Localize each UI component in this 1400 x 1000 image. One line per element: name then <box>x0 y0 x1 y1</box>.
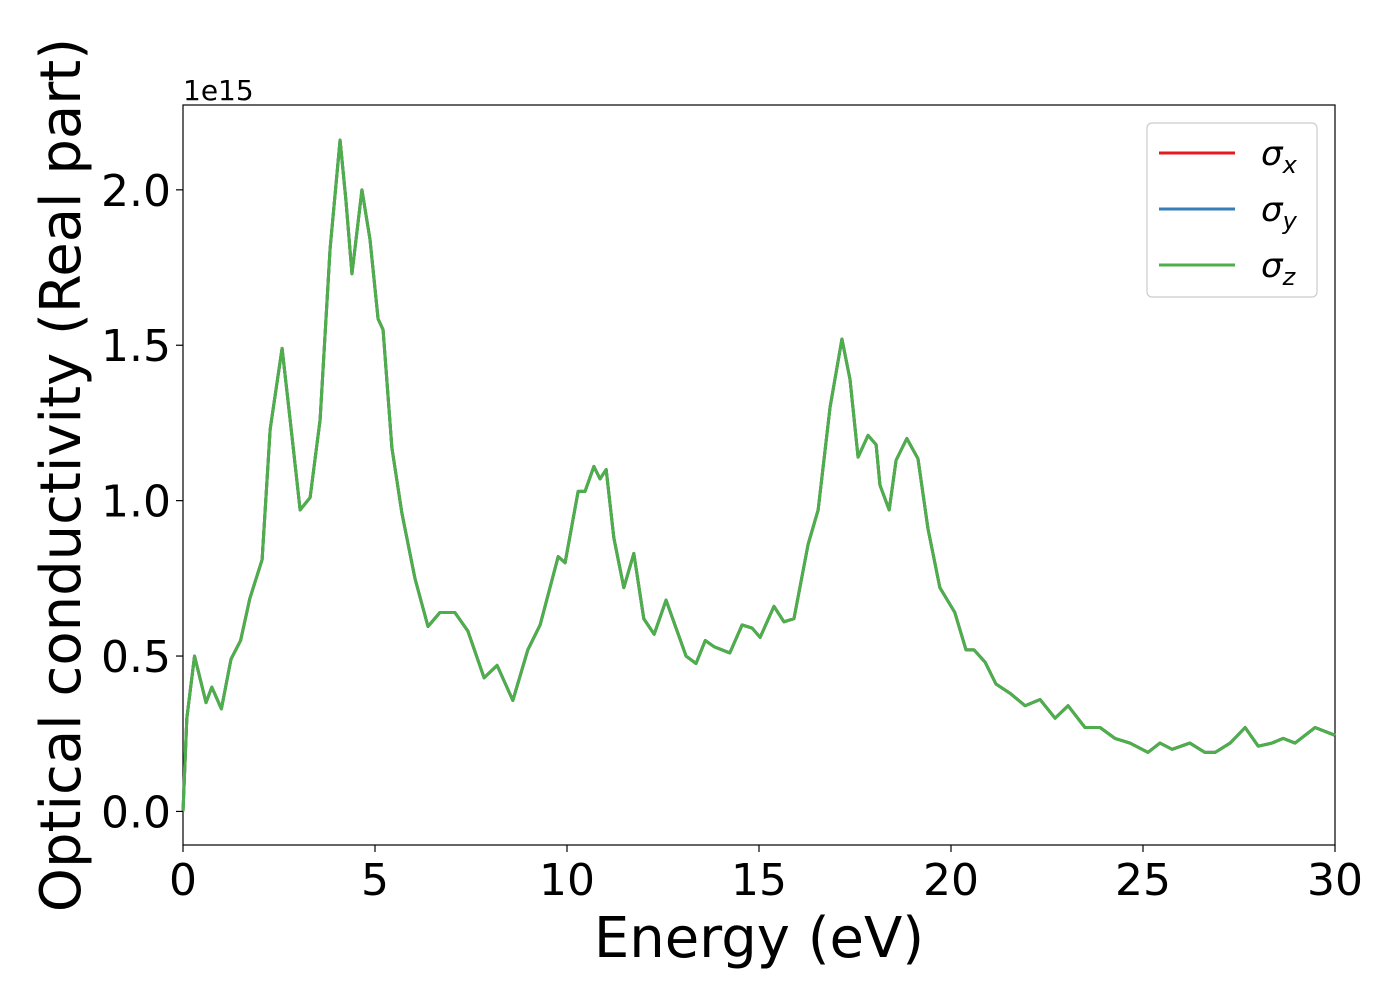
legend: σx σy σz <box>1146 122 1318 298</box>
x-tick-label: 0 <box>169 855 197 906</box>
legend-label: σy <box>1261 190 1298 235</box>
x-tick-label: 30 <box>1307 855 1363 906</box>
x-tick-label: 15 <box>731 855 787 906</box>
y-tick-label: 1.0 <box>101 477 171 528</box>
legend-label: σx <box>1261 134 1298 179</box>
x-tick-label: 10 <box>539 855 595 906</box>
y-tick-label: 1.5 <box>101 321 171 372</box>
x-axis-label: Energy (eV) <box>594 906 924 971</box>
y-offset-label: 1e15 <box>183 74 254 107</box>
x-tick-label: 5 <box>361 855 389 906</box>
series-line <box>181 138 1336 812</box>
y-tick-label: 0.0 <box>101 787 171 838</box>
legend-label: σz <box>1261 246 1297 291</box>
plot-area <box>181 138 1336 812</box>
y-tick-label: 2.0 <box>101 166 171 217</box>
x-tick-label: 20 <box>923 855 979 906</box>
y-axis-label: Optical conductivity (Real part) <box>29 38 94 912</box>
x-tick-label: 25 <box>1115 855 1171 906</box>
y-tick-label: 0.5 <box>101 632 171 683</box>
